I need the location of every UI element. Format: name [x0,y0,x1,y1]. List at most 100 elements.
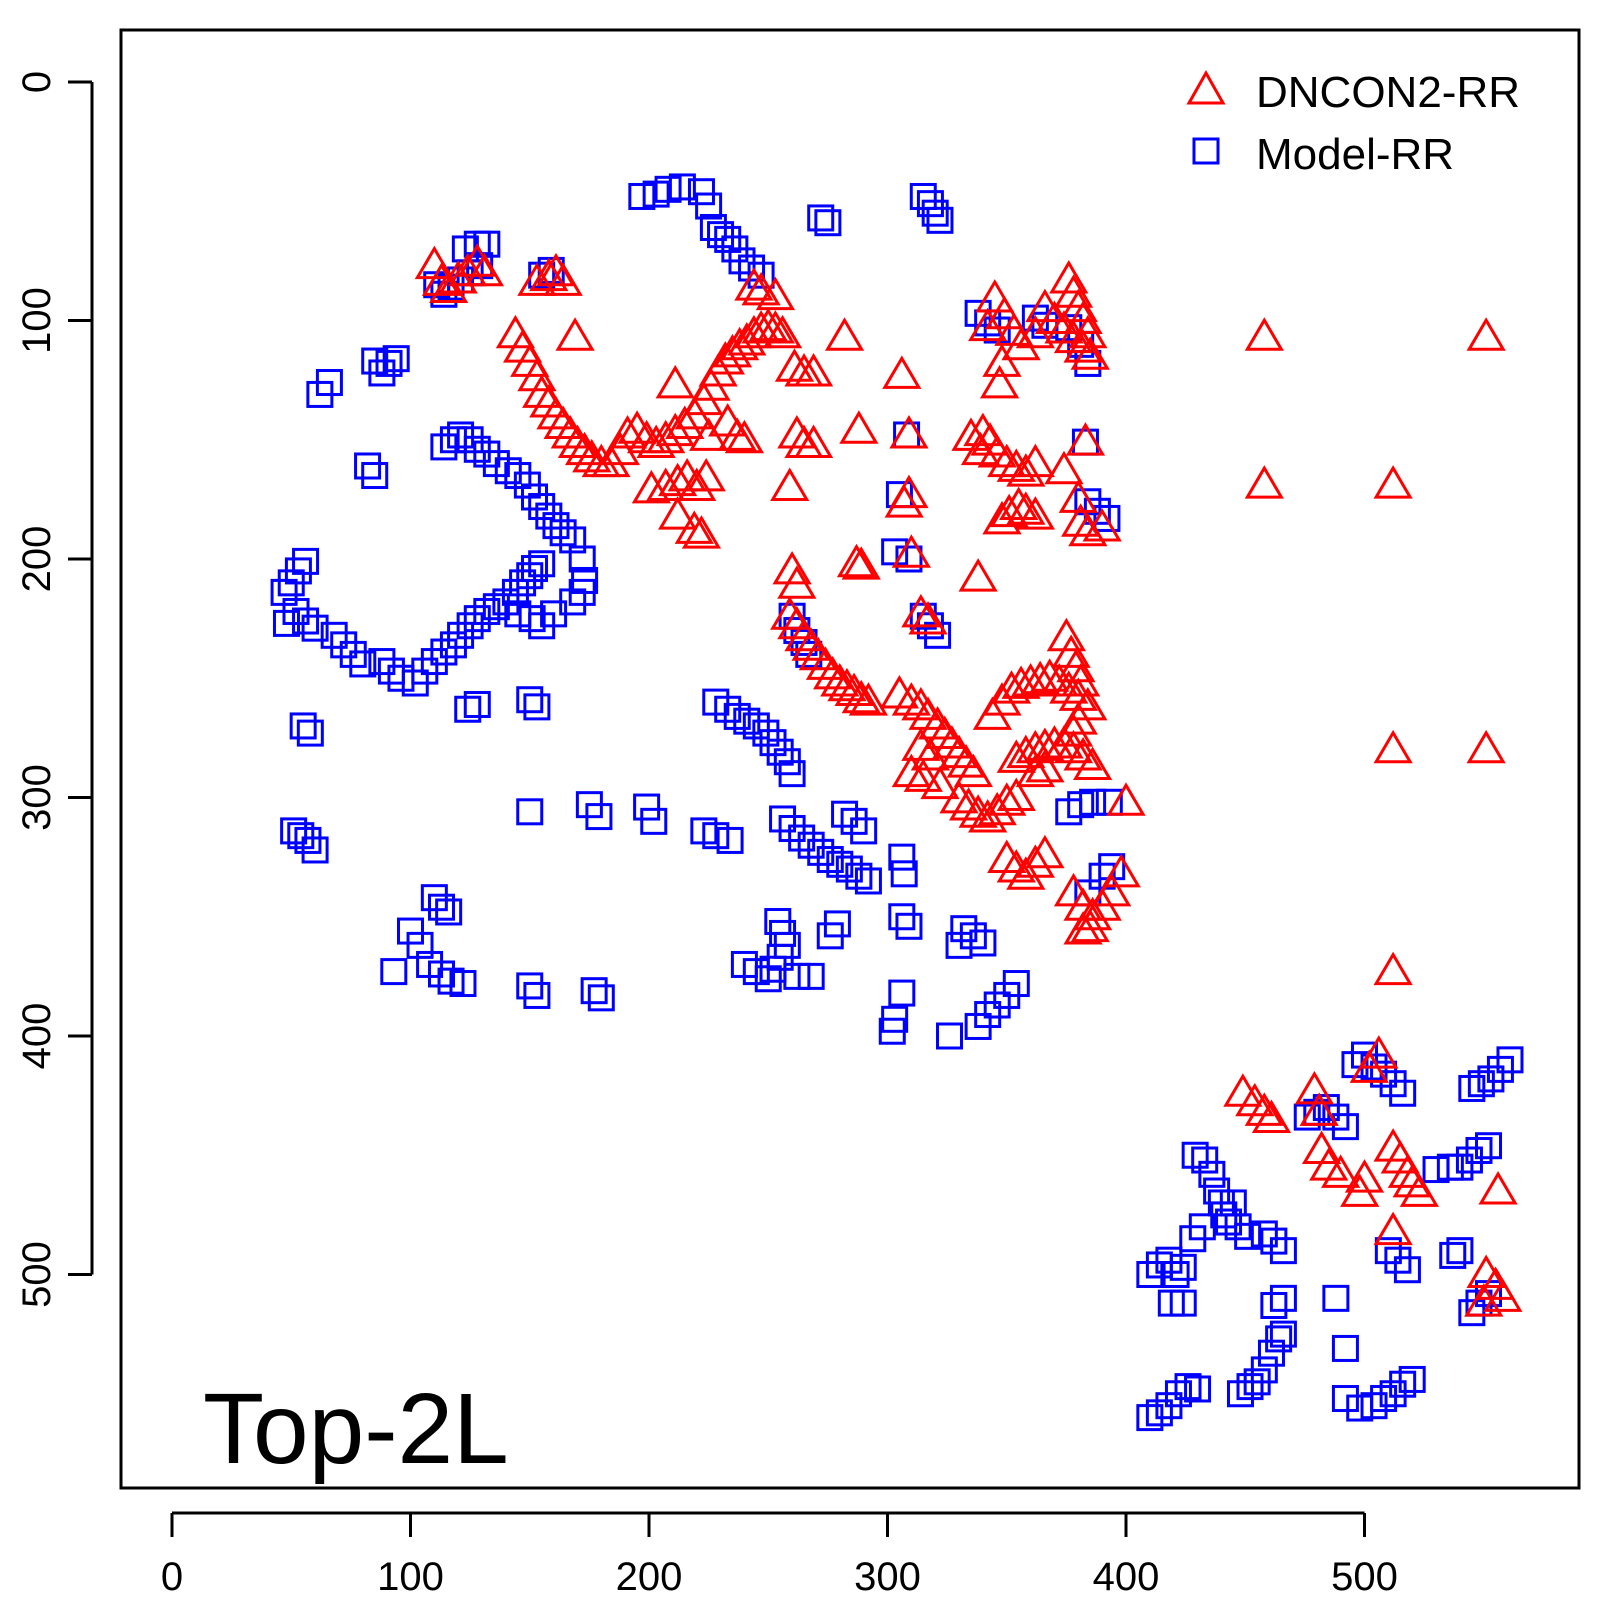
model-rr-point [730,950,758,978]
model-rr-point [1322,1284,1350,1312]
legend-label-model-rr: Model-RR [1256,130,1454,179]
dncon2-rr-point [1373,729,1413,764]
dncon2-rr-point [968,798,1008,833]
model-rr-point [628,182,656,210]
model-rr-point [473,597,501,625]
dncon2-rr-point [755,310,796,344]
dncon2-rr-point [564,431,605,466]
dncon2-rr-point [724,419,765,454]
model-rr-point [1496,1046,1524,1074]
model-rr-point [1181,1141,1209,1169]
model-rr-point [330,631,358,659]
model-rr-point [523,981,551,1009]
model-rr-point [895,912,923,940]
dncon2-rr-point [1025,748,1065,783]
dncon2-rr-point [889,415,929,449]
dncon2-rr-point [636,424,676,459]
model-rr-point [888,903,916,931]
dncon2-rr-point [1483,1278,1523,1312]
model-rr-point [380,958,408,986]
dncon2-rr-point [665,405,705,439]
model-rr-point [1389,1370,1417,1398]
dncon2-rr-point [1092,872,1132,907]
dncon2-rr-point [762,314,803,349]
model-rr-point [447,421,475,449]
model-rr-point [747,261,775,289]
model-rr-point [668,173,696,201]
model-rr-point [1136,1261,1164,1288]
dncon2-rr-point [1030,658,1070,692]
dncon2-rr-point [958,558,998,592]
model-rr-point [447,621,475,649]
model-rr-point [716,826,744,854]
dncon2-rr-point [770,467,810,501]
x-tick-label: 100 [377,1555,444,1599]
dncon2-rr-point [557,424,598,459]
dncon2-rr-point [1359,1035,1399,1069]
dncon2-rr-point [655,364,695,399]
dncon2-rr-point [1373,1211,1413,1246]
model-rr-point [654,175,682,203]
dncon2-rr-point [982,343,1022,377]
model-rr-point [397,917,424,945]
dncon2-rr-point [1063,887,1103,921]
model-rr-point [361,462,389,490]
dncon2-rr-point [948,787,989,821]
model-rr-point [1293,1103,1321,1131]
dncon2-rr-point [438,259,478,294]
dncon2-rr-point [1006,856,1046,890]
model-rr-point [521,483,549,511]
y-tick-label: 400 [15,1003,59,1070]
model-rr-point [1475,1132,1503,1160]
model-rr-point [349,650,377,678]
model-rr-point [420,884,448,912]
model-rr-point [528,493,556,521]
model-rr-point [1269,1320,1297,1348]
model-rr-point [1331,1334,1359,1362]
model-rr-point [1370,1385,1398,1413]
model-rr-point [282,597,310,625]
model-rr-point [878,1017,906,1045]
dncon2-rr-point [1058,288,1098,323]
model-rr-point [382,345,410,373]
dncon2-rr-point [848,682,889,716]
dncon2-rr-point [734,267,774,301]
dncon2-rr-point [841,679,881,714]
top-2l-annotation: Top-2L [203,1373,509,1485]
dncon2-rr-point [820,663,860,697]
dncon2-rr-point [1065,422,1106,456]
dncon2-rr-point [1478,1171,1518,1205]
dncon2-rr-point [674,510,714,544]
dncon2-rr-point [555,317,595,351]
model-rr-point [1393,1256,1421,1284]
model-rr-point [1458,1299,1486,1327]
model-rr-point [456,612,484,640]
dncon2-rr-point [617,410,657,444]
dncon2-rr-point [1299,1092,1339,1126]
dncon2-rr-point [655,412,695,447]
dncon2-rr-point [1015,443,1055,478]
dncon2-rr-point [720,326,760,361]
model-rr-point [1465,1136,1493,1164]
dncon2-rr-point [891,753,931,788]
dncon2-rr-point [517,357,557,392]
dncon2-rr-point [1053,274,1094,308]
dncon2-rr-point [839,410,879,444]
model-rr-point [1145,1399,1173,1427]
y-axis: 0 100 200 300 400 500 [15,71,94,1308]
model-rr-point [516,798,544,826]
y-tick-label: 100 [15,287,59,354]
model-rr-point [375,349,403,377]
dncon2-rr-point [901,593,941,628]
legend-square-marker [1192,137,1220,165]
model-rr-point [888,979,916,1007]
model-rr-point [1169,1289,1197,1317]
model-rr-point [778,760,806,788]
model-rr-point [945,931,973,959]
dncon2-rr-point [987,782,1027,816]
model-rr-point [702,822,730,850]
model-rr-point [521,555,549,583]
model-rr-point [501,578,529,606]
model-rr-point [1169,1253,1197,1281]
